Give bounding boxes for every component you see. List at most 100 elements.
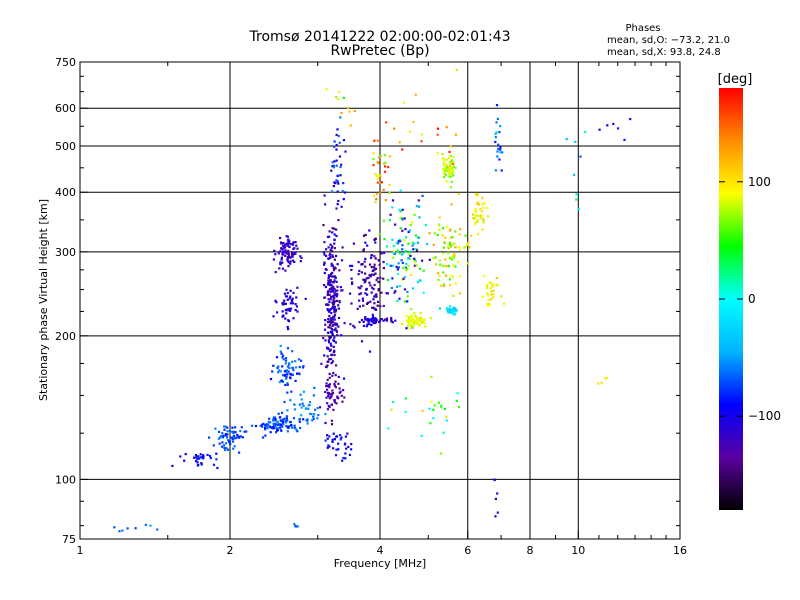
data-point — [404, 249, 407, 253]
data-point — [385, 317, 389, 320]
data-point — [282, 420, 285, 423]
data-point — [409, 316, 412, 319]
data-point — [113, 526, 116, 529]
data-point — [368, 229, 371, 232]
data-point — [396, 268, 399, 271]
data-point — [454, 133, 457, 136]
data-point — [284, 302, 287, 305]
data-point — [401, 248, 404, 251]
data-point — [334, 310, 337, 313]
data-point — [331, 165, 334, 168]
data-point — [233, 437, 236, 440]
data-point — [282, 241, 285, 245]
data-point — [399, 189, 402, 192]
data-point — [308, 401, 312, 404]
data-point — [494, 497, 497, 500]
data-point — [291, 297, 294, 300]
data-point — [476, 214, 479, 217]
data-point — [424, 325, 427, 328]
data-point — [220, 445, 224, 448]
data-point — [378, 319, 382, 322]
data-point — [333, 242, 336, 245]
data-point — [432, 417, 435, 420]
data-point — [330, 419, 333, 422]
data-point — [383, 251, 386, 254]
data-point — [410, 321, 413, 324]
data-point — [452, 174, 455, 177]
data-point — [413, 312, 416, 315]
data-point — [374, 267, 378, 270]
data-point — [360, 263, 363, 266]
data-point — [328, 282, 331, 285]
data-point — [399, 210, 402, 213]
data-point — [327, 317, 330, 321]
data-point — [285, 415, 288, 418]
data-point — [338, 387, 341, 390]
data-point — [377, 320, 381, 324]
data-point — [280, 258, 283, 261]
data-point — [225, 447, 228, 450]
data-point — [477, 233, 480, 236]
data-point — [443, 160, 446, 163]
data-point — [385, 121, 388, 124]
data-point — [280, 256, 283, 259]
data-point — [445, 307, 449, 310]
data-point — [391, 199, 395, 202]
data-point — [272, 258, 275, 261]
data-point — [398, 252, 401, 255]
data-point — [397, 240, 400, 243]
data-point — [337, 316, 341, 320]
data-point — [382, 260, 385, 264]
data-point — [360, 271, 363, 274]
data-point — [332, 350, 335, 354]
data-point — [500, 295, 503, 298]
data-point — [376, 177, 379, 180]
data-point — [499, 148, 502, 151]
data-point — [224, 442, 228, 445]
data-point — [331, 392, 334, 395]
data-point — [373, 307, 376, 310]
data-point — [408, 253, 411, 256]
data-point — [442, 271, 445, 274]
data-point — [275, 431, 278, 434]
data-point — [390, 316, 393, 320]
data-point — [339, 174, 342, 177]
data-point — [329, 348, 332, 351]
data-point — [442, 246, 445, 249]
data-point — [331, 295, 334, 298]
data-point — [346, 432, 349, 435]
data-point — [337, 325, 340, 328]
data-point — [286, 409, 289, 412]
data-point — [389, 213, 392, 216]
data-point — [382, 162, 386, 165]
data-point — [439, 263, 442, 266]
data-point — [384, 199, 387, 202]
data-point — [370, 320, 373, 323]
data-point — [362, 304, 365, 307]
data-point — [573, 173, 576, 176]
data-point — [368, 281, 371, 284]
data-point — [294, 524, 297, 527]
data-point — [398, 238, 401, 241]
data-point — [367, 320, 370, 323]
data-point — [390, 408, 393, 411]
data-point — [280, 352, 283, 355]
data-point — [372, 164, 375, 167]
data-point — [291, 360, 294, 363]
data-point — [331, 231, 334, 234]
data-point — [221, 436, 225, 439]
data-point — [226, 430, 229, 433]
data-point — [312, 415, 315, 418]
data-point — [330, 317, 333, 320]
data-point — [328, 385, 331, 389]
data-point — [279, 344, 282, 348]
data-point — [156, 528, 159, 531]
data-point — [374, 257, 377, 260]
data-point — [334, 386, 337, 389]
data-point — [368, 322, 371, 326]
data-point — [291, 366, 294, 369]
data-point — [284, 269, 287, 272]
data-point — [333, 145, 336, 148]
data-point — [285, 425, 288, 428]
data-point — [264, 423, 268, 426]
